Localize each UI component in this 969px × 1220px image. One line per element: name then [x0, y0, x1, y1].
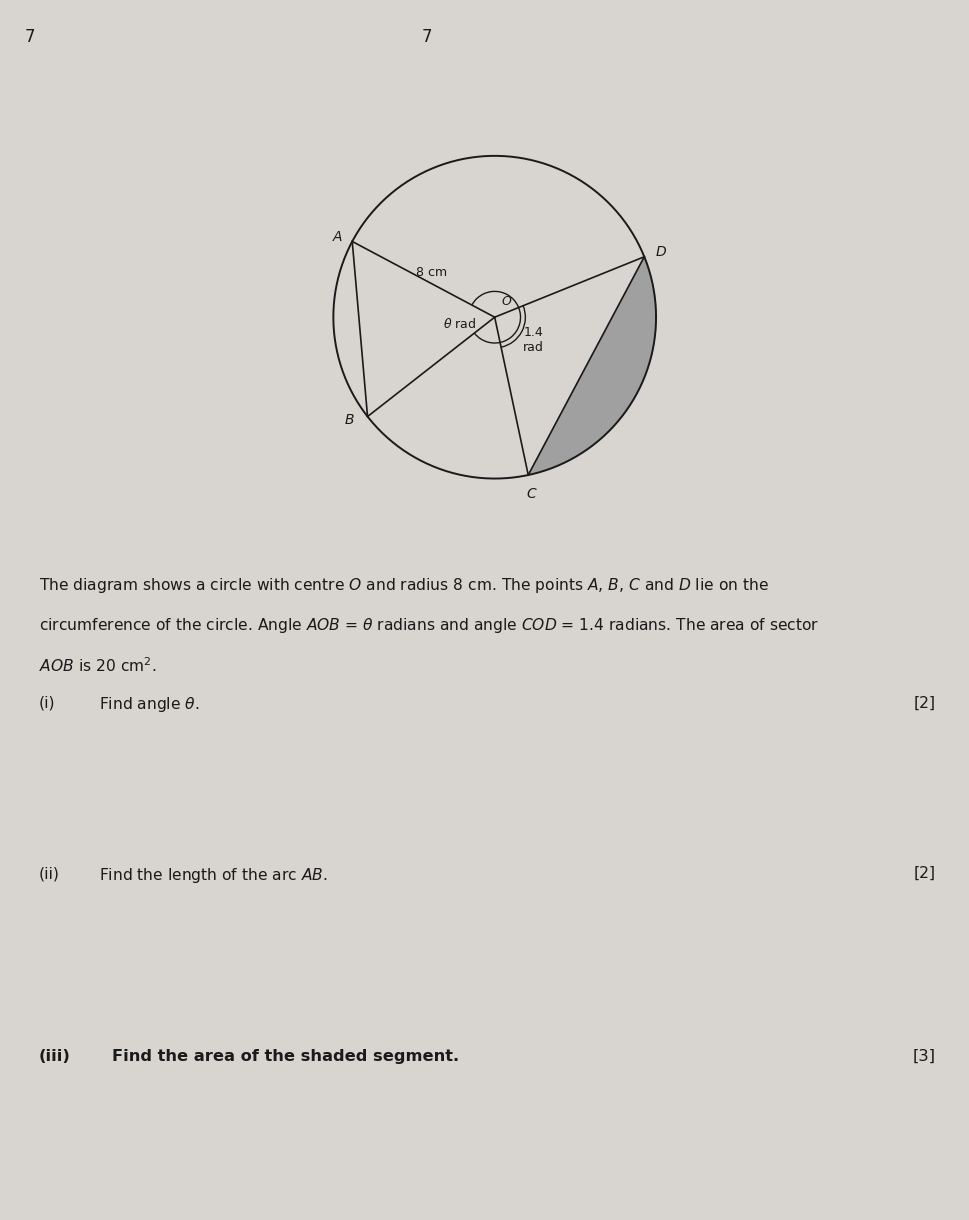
Text: The diagram shows a circle with centre $O$ and radius 8 cm. The points $A$, $B$,: The diagram shows a circle with centre $… — [39, 576, 768, 595]
Text: O: O — [501, 294, 511, 307]
Text: D: D — [654, 245, 665, 259]
Text: Find the area of the shaded segment.: Find the area of the shaded segment. — [111, 1049, 458, 1064]
Text: (ii): (ii) — [39, 866, 60, 881]
Text: [2]: [2] — [913, 695, 935, 710]
Text: 7: 7 — [422, 28, 432, 46]
Polygon shape — [528, 256, 655, 475]
Text: (iii): (iii) — [39, 1049, 71, 1064]
Text: Find angle $\theta$.: Find angle $\theta$. — [99, 695, 200, 715]
Text: [2]: [2] — [913, 866, 935, 881]
Text: (i): (i) — [39, 695, 55, 710]
Text: 8 cm: 8 cm — [416, 266, 447, 279]
Text: $\theta$ rad: $\theta$ rad — [442, 317, 476, 331]
Text: C: C — [526, 488, 536, 501]
Text: circumference of the circle. Angle $AOB$ = $\theta$ radians and angle $COD$ = 1.: circumference of the circle. Angle $AOB$… — [39, 616, 818, 636]
Text: A: A — [332, 229, 342, 244]
Text: Find the length of the arc $AB$.: Find the length of the arc $AB$. — [99, 866, 328, 886]
Text: 7: 7 — [24, 28, 35, 46]
Text: 1.4
rad: 1.4 rad — [522, 326, 544, 354]
Text: $AOB$ is 20 cm$^2$.: $AOB$ is 20 cm$^2$. — [39, 656, 156, 675]
Text: B: B — [345, 412, 355, 427]
Text: [3]: [3] — [912, 1049, 935, 1064]
